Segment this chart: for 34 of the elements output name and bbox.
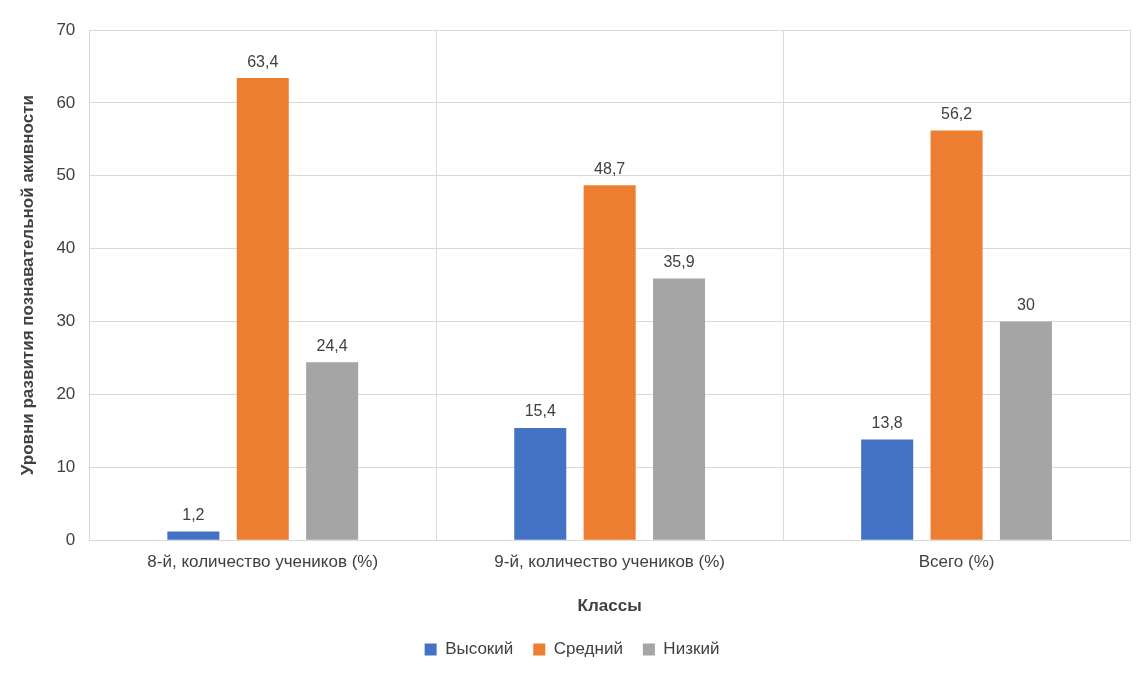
legend-label: Низкий: [663, 639, 720, 659]
y-tick-label: 30: [56, 311, 76, 331]
x-tick-label: 8-й, количество учеников (%): [147, 552, 379, 572]
data-label: 48,7: [594, 159, 626, 177]
x-tick-label: Всего (%): [918, 552, 995, 572]
y-tick-label: 50: [56, 165, 76, 185]
y-tick-label: 40: [56, 238, 76, 258]
bar: [514, 427, 567, 540]
data-label: 30: [1017, 295, 1035, 313]
bar: [861, 439, 914, 540]
bar: [999, 321, 1052, 540]
data-label: 63,4: [247, 52, 279, 70]
legend-label: Высокий: [445, 639, 514, 659]
data-label: 35,9: [663, 252, 695, 270]
x-axis-title: Классы: [577, 596, 642, 616]
bar: [653, 278, 706, 540]
bar: [167, 531, 220, 540]
bar: [236, 78, 289, 540]
y-tick-label: 70: [56, 19, 76, 39]
bar: [583, 185, 636, 540]
data-label: 56,2: [940, 104, 973, 122]
y-axis-title: Уровни развития познавательной акивности: [17, 95, 37, 476]
data-label: 24,4: [316, 336, 348, 354]
x-tick-label: 9-й, количество учеников (%): [494, 552, 726, 572]
data-label: 1,2: [182, 505, 205, 523]
y-tick-label: 10: [56, 457, 76, 476]
y-tick-label: 0: [65, 529, 76, 549]
data-label: 15,4: [524, 402, 556, 420]
data-label: 13,8: [871, 414, 903, 432]
y-tick-label: 20: [56, 384, 76, 404]
y-tick-label: 60: [56, 92, 76, 112]
bar: [930, 130, 983, 540]
legend-label: Средний: [553, 639, 623, 659]
bar: [306, 362, 359, 540]
